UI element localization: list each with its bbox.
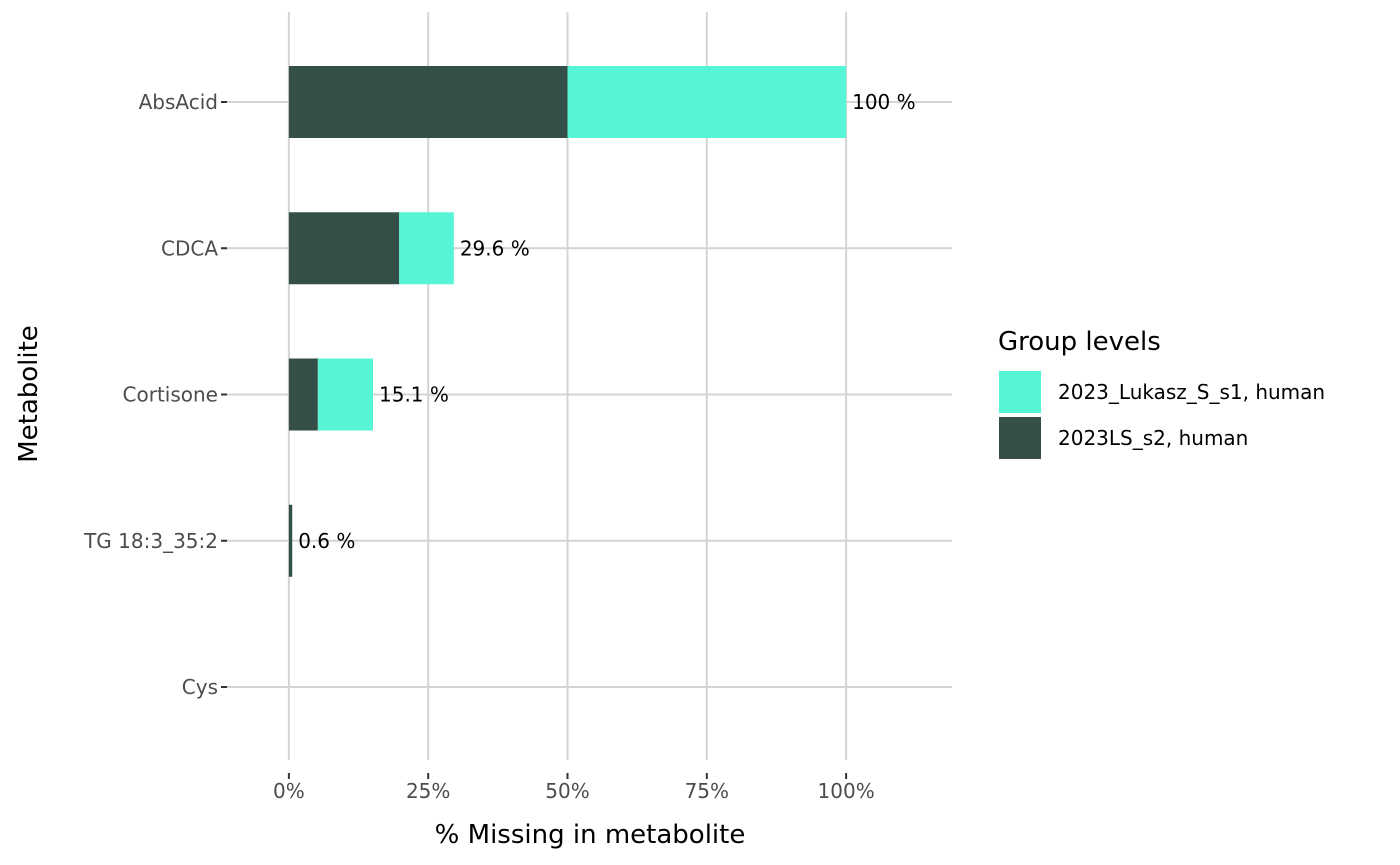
x-tick-label: 75% xyxy=(685,779,729,803)
x-tick-label: 25% xyxy=(406,779,450,803)
bar-segment xyxy=(288,66,568,138)
bar-segment xyxy=(317,358,374,431)
x-axis-title: % Missing in metabolite xyxy=(435,820,746,850)
bar-value-label: 29.6 % xyxy=(460,236,530,260)
bar-segment xyxy=(288,358,318,431)
data-labels: 100 % 29.6 % 15.1 % 0.6 % xyxy=(298,90,915,553)
x-tick-label: 100% xyxy=(818,779,875,803)
legend-swatch xyxy=(999,371,1041,413)
bar-segment xyxy=(567,66,847,138)
legend-label: 2023_Lukasz_S_s1, human xyxy=(1058,380,1325,404)
bars xyxy=(288,66,847,577)
legend: Group levels 2023_Lukasz_S_s1, human 2023… xyxy=(998,327,1325,459)
bar-value-label: 15.1 % xyxy=(379,383,449,407)
bar-segment xyxy=(288,212,400,285)
y-axis-title: Metabolite xyxy=(14,325,44,463)
x-tick-label: 50% xyxy=(545,779,589,803)
y-tick-label: Cortisone xyxy=(123,383,218,407)
bar-segment xyxy=(399,212,454,285)
bar-value-label: 0.6 % xyxy=(298,529,355,553)
bar-value-label: 100 % xyxy=(852,90,916,114)
bar-segment xyxy=(288,504,293,577)
x-tick-label: 0% xyxy=(273,779,305,803)
legend-title: Group levels xyxy=(998,327,1161,357)
axes: 0% 25% 50% 75% 100% AbsAcid CDCA Cortisone TG 18… xyxy=(83,90,875,803)
y-tick-label: Cys xyxy=(182,675,218,699)
y-tick-label: TG 18:3_35:2 xyxy=(83,529,218,553)
y-tick-label: CDCA xyxy=(161,236,218,260)
legend-swatch xyxy=(999,417,1041,459)
legend-label: 2023LS_s2, human xyxy=(1058,426,1248,450)
y-tick-label: AbsAcid xyxy=(139,90,218,114)
